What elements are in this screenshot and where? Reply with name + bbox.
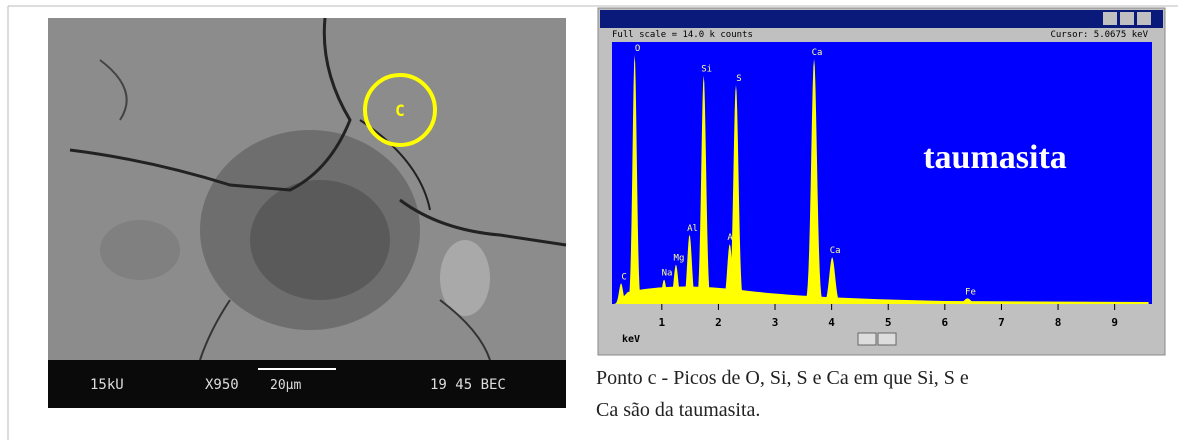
- peak-label: C: [621, 272, 626, 282]
- peak-label: Na: [662, 269, 673, 279]
- x-tick-label: 2: [715, 316, 722, 329]
- caption-line: Ca são da taumasita.: [596, 399, 760, 421]
- caption-line: Ponto c - Picos de O, Si, S e Ca em que …: [596, 367, 969, 389]
- page: C 15kU X950 20µm 19 45 BEC Full scale = …: [0, 0, 1178, 440]
- figure: C 15kU X950 20µm 19 45 BEC Full scale = …: [0, 0, 1178, 440]
- full-scale: Full scale = 14.0 k counts: [612, 30, 753, 40]
- voltage: 15kU: [90, 377, 124, 393]
- sem-image: [48, 18, 566, 408]
- peak-label: Si: [701, 65, 712, 75]
- scale-bar-label: 20µm: [270, 378, 301, 393]
- peak-label: S: [736, 74, 741, 84]
- peak-label: Ca: [812, 48, 823, 58]
- peak-label: Ca: [830, 246, 841, 256]
- point-marker: C: [395, 101, 405, 120]
- x-tick-label: 6: [942, 316, 949, 329]
- x-tick-label: 7: [998, 316, 1005, 329]
- image-info: 19 45 BEC: [430, 377, 506, 393]
- cursor: Cursor: 5.0675 keV: [1050, 30, 1148, 40]
- x-tick-label: 1: [658, 316, 665, 329]
- x-tick-label: 9: [1111, 316, 1118, 329]
- x-tick-label: 3: [772, 316, 779, 329]
- x-tick-label: 4: [828, 316, 835, 329]
- x-tick-label: 8: [1055, 316, 1062, 329]
- peak-label: O: [635, 44, 640, 54]
- magnification: X950: [205, 377, 239, 393]
- annotation: taumasita: [923, 139, 1067, 176]
- peak-label: Fe: [965, 287, 976, 297]
- peak-label: Mg: [674, 254, 685, 264]
- x-tick-label: 5: [885, 316, 892, 329]
- x-axis-label: keV: [622, 334, 640, 345]
- peak-label: Al: [687, 224, 698, 234]
